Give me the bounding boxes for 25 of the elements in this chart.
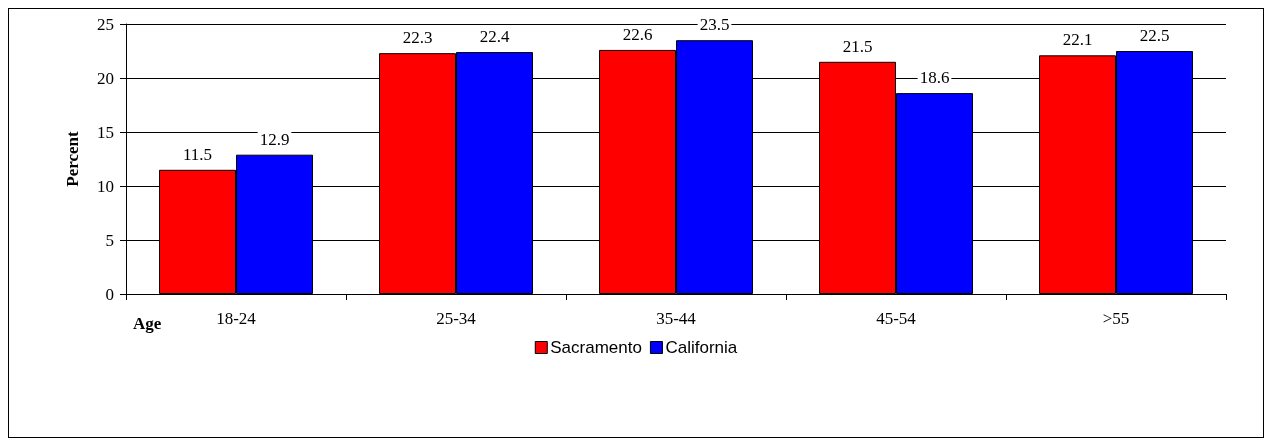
y-tick-label: 5 bbox=[105, 230, 114, 250]
data-label: 12.9 bbox=[259, 129, 290, 149]
legend-label: Sacramento bbox=[550, 338, 642, 357]
data-label: 22.1 bbox=[1062, 30, 1093, 50]
data-label: 23.5 bbox=[699, 15, 730, 35]
x-axis-title: Age bbox=[133, 314, 162, 333]
data-label: 21.5 bbox=[842, 36, 873, 56]
x-tick-label: 45-54 bbox=[876, 309, 917, 328]
y-tick-label: 0 bbox=[105, 284, 114, 304]
y-tick-label: 15 bbox=[97, 122, 114, 142]
data-label: 11.5 bbox=[182, 144, 213, 164]
data-label: 22.5 bbox=[1139, 26, 1170, 45]
x-tick-label: 25-34 bbox=[436, 309, 477, 328]
x-tick-label: 18-24 bbox=[216, 309, 257, 328]
data-label: 18.6 bbox=[919, 68, 950, 88]
y-tick-label: 20 bbox=[97, 68, 114, 88]
x-tick-label: >55 bbox=[1102, 309, 1130, 328]
x-tick-label: 35-44 bbox=[656, 309, 697, 328]
y-axis-title: Percent bbox=[63, 130, 82, 187]
data-label: 22.6 bbox=[622, 24, 653, 44]
y-tick-label: 10 bbox=[97, 176, 114, 196]
y-tick-label: 25 bbox=[97, 14, 114, 34]
legend-label: California bbox=[665, 338, 738, 357]
data-label: 22.4 bbox=[479, 27, 510, 47]
data-label: 22.3 bbox=[402, 28, 433, 48]
